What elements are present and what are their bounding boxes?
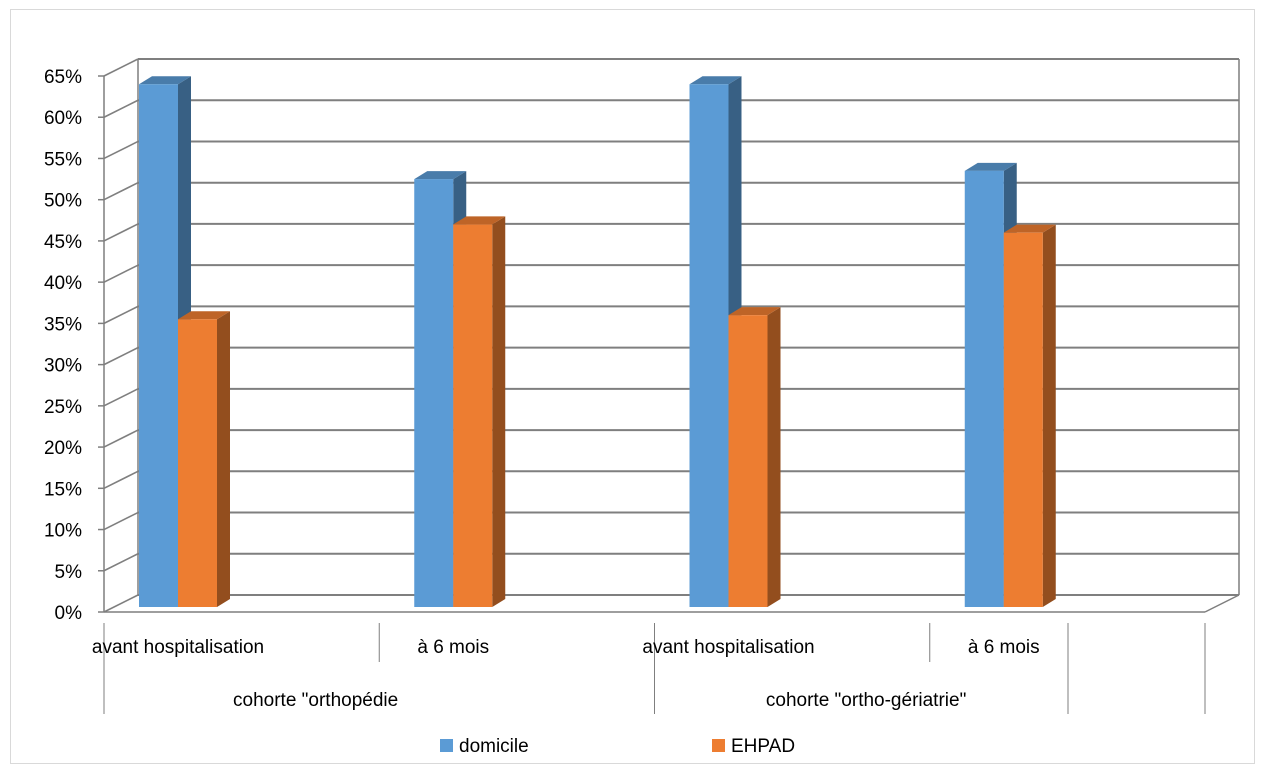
bar-side [1042, 224, 1056, 607]
chart-frame [10, 9, 1255, 764]
gridline-depth [103, 511, 139, 531]
chart-walls [98, 58, 1240, 613]
y-tick-label: 40% [44, 273, 82, 294]
y-tick-label: 25% [44, 397, 82, 418]
floor-right-edge [1204, 594, 1240, 613]
bar-front [728, 315, 768, 607]
bar-top [1003, 224, 1056, 233]
bar-front [1003, 232, 1043, 607]
legend: domicile EHPAD [440, 736, 795, 757]
gridline-depth [103, 99, 139, 118]
y-tick-label: 30% [44, 356, 82, 377]
gridline-depth [103, 594, 139, 613]
legend-swatch [712, 739, 725, 752]
bar-top [728, 307, 781, 316]
bar-top [414, 171, 467, 180]
y-tick-label: 5% [55, 562, 83, 583]
x-group-label: cohorte "orthopédie [233, 690, 398, 711]
bars [139, 76, 1056, 608]
gridline-depth [103, 470, 139, 490]
gridline-depth [103, 388, 139, 407]
gridline-depth [103, 223, 139, 242]
x-category-label: à 6 mois [968, 637, 1040, 658]
bar-top [139, 76, 191, 85]
bar-front [453, 224, 493, 607]
y-tick-label: 65% [44, 67, 82, 88]
bar-side [217, 311, 230, 607]
bar-front [178, 319, 217, 607]
y-tick-label: 45% [44, 232, 82, 253]
bar-top [453, 216, 506, 225]
gridline-depth [103, 58, 139, 77]
x-axis-labels: avant hospitalisation à 6 mois avant hospi… [92, 623, 1206, 714]
y-tick-label: 10% [44, 521, 82, 542]
y-tick-label: 0% [55, 603, 83, 624]
y-axis-tick-labels: 0% 5% 10% 15% 20% 25% 30% 35% 40% 45% 50% 55% 60% 65% [44, 67, 82, 624]
bar-side [492, 216, 506, 607]
gridline-depth [103, 429, 139, 448]
gridline-depth [103, 140, 139, 160]
bar-top [178, 311, 230, 320]
legend-swatch [440, 739, 453, 752]
y-tick-label: 20% [44, 438, 82, 459]
gridline-depth [103, 305, 139, 325]
bar-ehpad [453, 216, 506, 607]
bar-ehpad [1003, 224, 1056, 607]
y-tick-label: 35% [44, 314, 82, 335]
bar-front [689, 84, 729, 607]
x-category-label: avant hospitalisation [92, 637, 264, 658]
legend-label: EHPAD [731, 736, 795, 757]
x-category-label: avant hospitalisation [642, 637, 814, 658]
bar-ehpad [728, 307, 781, 607]
bar-ehpad [178, 311, 230, 607]
y-tick-label: 60% [44, 108, 82, 129]
y-tick-label: 55% [44, 149, 82, 170]
x-category-label: à 6 mois [417, 637, 489, 658]
y-tick-label: 15% [44, 479, 82, 500]
gridline-depth [103, 346, 139, 366]
legend-label: domicile [459, 736, 529, 757]
bar-front [414, 179, 454, 608]
bar-top [689, 76, 742, 85]
x-group-label: cohorte "ortho-gériatrie" [766, 690, 966, 711]
gridline-depth [103, 181, 139, 201]
bar-front [139, 84, 178, 607]
gridline-depth [103, 264, 139, 283]
bar-top [964, 162, 1017, 171]
gridline-depth [103, 553, 139, 572]
y-tick-label: 50% [44, 191, 82, 212]
bar-front [964, 170, 1004, 608]
bar-side [767, 307, 781, 607]
